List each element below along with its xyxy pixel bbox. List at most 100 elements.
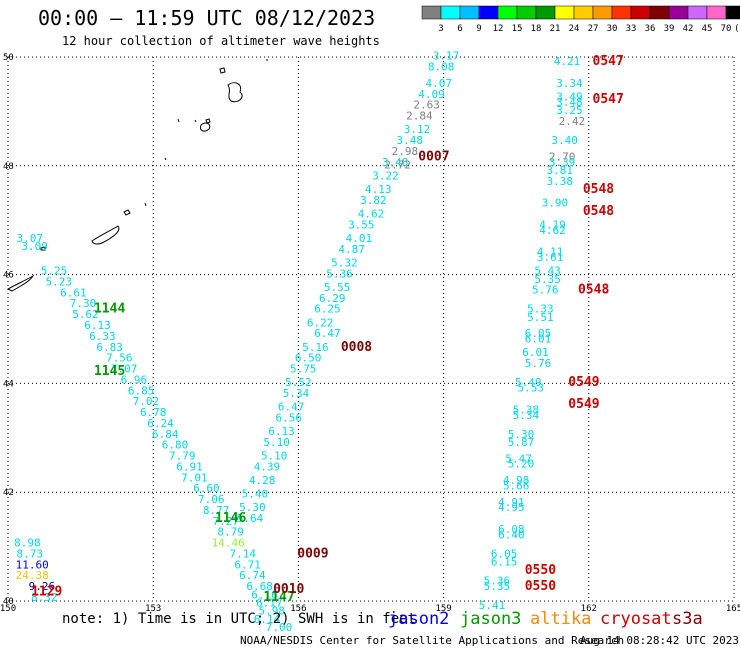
- wave-height-value: 6.16: [251, 588, 278, 601]
- wave-height-values: 3.073.095.255.236.617.305.626.136.336.83…: [14, 50, 585, 634]
- wave-height-value: 7.79: [169, 450, 196, 463]
- wave-height-value: 5.34: [283, 387, 310, 400]
- legend-jason3: jason3: [460, 609, 522, 629]
- wave-height-value: 7.27: [213, 515, 240, 528]
- wave-height-value: 6.13: [84, 319, 111, 332]
- wave-height-value: 5.32: [331, 256, 358, 269]
- wave-height-value: 6.47: [314, 327, 341, 340]
- wave-height-value: 5.36: [484, 575, 511, 588]
- wave-height-value: 5.30: [508, 428, 535, 441]
- wave-height-value: 5.76: [525, 357, 552, 370]
- wave-height-value: 3.82: [360, 194, 387, 207]
- y-tick-label: 46: [3, 271, 14, 281]
- wave-height-value: 4.09: [418, 88, 445, 101]
- wave-height-value: 7.00: [266, 621, 293, 634]
- wave-height-value: 3.40: [551, 134, 578, 147]
- wave-height-value: 4.11: [537, 246, 564, 259]
- colorbar-label: (ft): [734, 24, 740, 34]
- wave-height-value: 4.39: [254, 460, 281, 473]
- wave-height-value: 6.01: [522, 346, 549, 359]
- wave-height-value: 5.52: [285, 376, 312, 389]
- wave-height-value: 6.05: [525, 327, 552, 340]
- wave-height-value: 6.40: [498, 528, 525, 541]
- wave-height-value: 4.19: [539, 218, 566, 231]
- wave-height-value: 6.68: [246, 580, 273, 593]
- wave-height-value: 7.56: [106, 352, 133, 365]
- pass-time-label: 1144: [94, 302, 125, 317]
- wave-height-value: 5.47: [505, 452, 532, 465]
- wave-height-value: 4.62: [539, 224, 566, 237]
- wave-height-value: 14.46: [212, 537, 245, 550]
- wave-height-value: 2.63: [413, 99, 440, 112]
- colorbar-label: 42: [683, 24, 694, 34]
- wave-height-value: 5.55: [324, 281, 351, 294]
- wave-height-value: 5.62: [72, 308, 99, 321]
- wave-height-value: 2.84: [406, 110, 433, 123]
- colorbar-label: 30: [607, 24, 618, 34]
- wave-height-value: 3.39: [549, 156, 576, 169]
- colorbar-label: 3: [438, 24, 443, 34]
- pass-time-label: 1147: [263, 590, 294, 605]
- wave-height-value: 6.91: [176, 460, 203, 473]
- axis-tick-labels: 150 153 156 159 162 165 40 42 44 46 48 50: [0, 53, 740, 614]
- wave-height-value: 5.98: [259, 605, 286, 618]
- legend-jason2: jason2: [388, 609, 450, 629]
- wave-height-value: 3.34: [556, 77, 583, 90]
- wave-height-value: 5.87: [508, 436, 535, 449]
- y-tick-label: 40: [3, 597, 14, 607]
- wave-height-value: 8.73: [17, 547, 44, 560]
- x-tick-label: 162: [581, 604, 597, 614]
- wave-height-value: 5.51: [527, 311, 554, 324]
- wave-height-value: 5.66: [503, 479, 530, 492]
- wave-height-value: 6.25: [314, 303, 341, 316]
- wave-height-value: 5.16: [302, 341, 329, 354]
- pass-time-label: 1145: [94, 364, 125, 379]
- wave-height-value: 5.49: [515, 376, 542, 389]
- wave-height-value: 5.10: [263, 436, 290, 449]
- colorbar-label: 27: [588, 24, 599, 34]
- wave-height-value: 6.01: [525, 333, 552, 346]
- wave-height-value: 3.25: [556, 104, 583, 117]
- x-tick-label: 159: [435, 604, 451, 614]
- wave-height-value: 3.17: [433, 50, 460, 63]
- wave-height-value: 6.15: [491, 556, 518, 569]
- chart-title: 00:00 – 11:59 UTC 08/12/2023: [38, 6, 376, 30]
- colorbar-label: 21: [550, 24, 561, 34]
- wave-height-value: 6.24: [147, 417, 174, 430]
- wave-height-value: 8.79: [217, 526, 244, 539]
- wave-height-value: 5.36: [326, 267, 353, 280]
- footer-note: note: 1) Time is in UTC; 2) SWH is in fe…: [62, 611, 417, 627]
- pass-time-label: 0550: [525, 563, 556, 578]
- wave-height-value: 4.01: [346, 232, 373, 245]
- wave-height-value: 6.83: [96, 341, 123, 354]
- pass-time-label: 0548: [583, 204, 614, 219]
- pass-time-label: 0547: [593, 54, 624, 69]
- wave-height-value: 4.13: [365, 183, 392, 196]
- wave-height-value: 3.49: [556, 91, 583, 104]
- generation-timestamp: Aug 14 08:28:42 UTC 2023: [580, 634, 739, 647]
- wave-height-value: 7.01: [181, 471, 208, 484]
- pass-time-label: 0009: [297, 546, 328, 561]
- y-tick-label: 48: [3, 162, 14, 172]
- colorbar-label: 6: [457, 24, 462, 34]
- colorbar-label: 24: [569, 24, 580, 34]
- wave-height-value: 6.08: [498, 523, 525, 536]
- wave-height-value: 2.70: [549, 150, 576, 163]
- grid-lines: [7, 56, 735, 602]
- wave-height-value: 3.48: [396, 134, 423, 147]
- colorbar-label: 39: [664, 24, 675, 34]
- wave-height-value: 3.90: [542, 197, 569, 210]
- wave-height-value: 6.71: [234, 558, 261, 571]
- coastline: [6, 59, 268, 292]
- wave-height-value: 5.20: [508, 458, 535, 471]
- pass-time-label: 0008: [341, 340, 372, 355]
- wave-height-value: 4.28: [249, 474, 276, 487]
- wave-height-value: 5.25: [41, 265, 68, 278]
- wave-height-value: 6.61: [60, 286, 87, 299]
- y-tick-label: 42: [3, 488, 14, 498]
- wave-height-value: 6.50: [295, 352, 322, 365]
- colorbar-label: 12: [493, 24, 504, 34]
- wave-height-value: 5.64: [237, 512, 264, 525]
- wave-height-value: 5.30: [239, 501, 266, 514]
- wave-height-value: 3.07: [17, 232, 44, 245]
